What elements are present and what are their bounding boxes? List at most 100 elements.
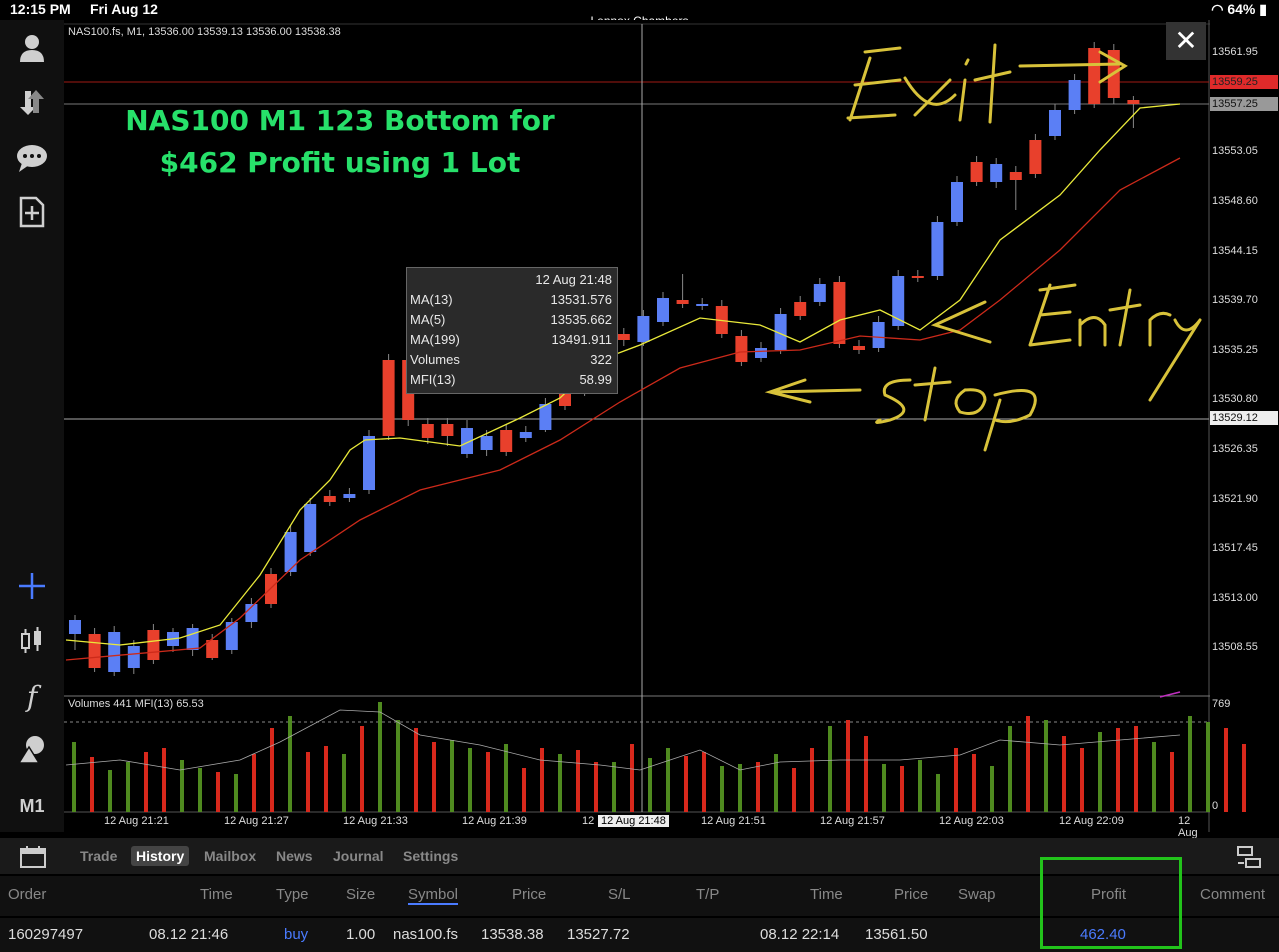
table-row[interactable]: 160297497 08.12 21:46 buy 1.00 nas100.fs… — [0, 918, 1279, 952]
volume-bar — [486, 752, 490, 812]
objects-icon[interactable] — [12, 730, 52, 770]
cell-profit: 462.40 — [1080, 926, 1126, 943]
tab-journal[interactable]: Journal — [333, 848, 384, 864]
tooltip-row: MA(199) 13491.911 — [410, 332, 614, 352]
candles-icon[interactable] — [12, 620, 52, 660]
ma-slow-line — [65, 157, 1181, 661]
mfi-marker — [1159, 691, 1181, 698]
column-size[interactable]: Size — [346, 886, 376, 903]
candle — [676, 300, 689, 304]
volume-bar — [450, 740, 454, 812]
volume-bar — [702, 752, 706, 812]
candle — [441, 424, 454, 436]
volume-bar — [594, 762, 598, 812]
layout-icon[interactable] — [1236, 846, 1262, 868]
function-icon[interactable]: f — [26, 679, 38, 713]
tooltip-row: MFI(13) 58.99 — [410, 372, 614, 392]
price-label: 13513.00 — [1212, 592, 1258, 604]
column-tp[interactable]: T/P — [696, 886, 720, 903]
column-swap[interactable]: Swap — [958, 886, 996, 903]
volume-bar — [180, 760, 184, 812]
volume-bar — [612, 762, 616, 812]
annotation-exit — [846, 43, 1128, 124]
column-close-time[interactable]: Time — [810, 886, 843, 903]
mfi-line — [65, 709, 1181, 771]
cell-close-price: 13561.50 — [865, 926, 928, 943]
volume-bar — [1188, 716, 1192, 812]
volume-bar — [90, 757, 94, 812]
candle — [343, 494, 356, 498]
price-label: 13508.55 — [1212, 641, 1258, 653]
column-profit[interactable]: Profit — [1091, 886, 1127, 903]
candle — [147, 630, 160, 660]
candle — [755, 348, 767, 358]
tab-mailbox[interactable]: Mailbox — [204, 848, 257, 864]
history-table-header: Order Time Type Size Symbol Price S/L T/… — [0, 876, 1279, 916]
volume-bar — [684, 756, 688, 812]
volume-header: Volumes 441 MFI(13) 65.53 — [68, 698, 204, 710]
volume-bar — [954, 748, 958, 812]
volume-bar — [1044, 720, 1048, 812]
column-symbol[interactable]: Symbol — [408, 886, 459, 905]
overlay-title-line1: NAS100 M1 123 Bottom for — [125, 104, 555, 137]
volume-bar — [108, 770, 112, 812]
close-button[interactable]: ✕ — [1166, 22, 1206, 60]
price-label: 13521.90 — [1212, 493, 1258, 505]
account-icon[interactable] — [12, 28, 52, 68]
column-time[interactable]: Time — [200, 886, 233, 903]
profit-highlight-box — [1040, 857, 1182, 949]
column-close-price[interactable]: Price — [894, 886, 929, 903]
tab-trade[interactable]: Trade — [80, 848, 118, 864]
candle — [421, 424, 434, 438]
column-comment[interactable]: Comment — [1200, 886, 1266, 903]
tooltip-value: 13531.576 — [550, 292, 612, 307]
candle — [794, 302, 807, 316]
volume-bar — [864, 736, 868, 812]
timeframe-button[interactable]: M1 — [19, 795, 45, 816]
candle — [225, 622, 238, 650]
volume-bar — [1008, 726, 1012, 812]
crosshair-icon[interactable] — [12, 566, 52, 606]
tab-news[interactable]: News — [276, 848, 313, 864]
candle — [813, 284, 826, 302]
time-label: 12 — [582, 815, 595, 827]
column-type[interactable]: Type — [276, 886, 309, 903]
annotation-stop — [764, 366, 1037, 452]
status-date: Fri Aug 12 — [90, 1, 158, 17]
calendar-icon[interactable] — [20, 846, 46, 868]
candle — [245, 604, 258, 622]
annotation-entry — [930, 283, 1202, 402]
candle — [500, 430, 513, 452]
volume-scale-bottom: 0 — [1212, 800, 1219, 812]
candle — [833, 282, 846, 344]
candle — [284, 532, 297, 572]
column-sl[interactable]: S/L — [608, 886, 631, 903]
candle — [657, 298, 669, 322]
price-label: 13553.05 — [1212, 145, 1258, 157]
volume-bar — [936, 774, 940, 812]
volume-bar — [288, 716, 292, 812]
candle — [323, 496, 336, 502]
wifi-icon: ◠ — [1211, 1, 1224, 17]
time-axis: 12 Aug 21:21 12 Aug 21:27 12 Aug 21:33 1… — [64, 812, 1210, 851]
bottom-tab-bar: Trade History Mailbox News Journal Setti… — [0, 838, 1279, 874]
candle — [1127, 100, 1140, 104]
price-label: 13548.60 — [1212, 195, 1258, 207]
chart-area[interactable] — [64, 20, 1279, 832]
column-price[interactable]: Price — [512, 886, 547, 903]
tab-history[interactable]: History — [131, 846, 190, 866]
volume-bar — [828, 726, 832, 812]
volume-bar — [1206, 722, 1210, 812]
battery-icon: ▮ — [1259, 1, 1267, 17]
volume-bar — [342, 754, 346, 812]
volume-bar — [270, 728, 274, 812]
column-order[interactable]: Order — [8, 886, 47, 903]
tab-settings[interactable]: Settings — [403, 848, 459, 864]
new-document-icon[interactable] — [12, 192, 52, 232]
chat-icon[interactable] — [12, 138, 52, 178]
volume-bar — [720, 766, 724, 812]
price-label: 13561.95 — [1212, 46, 1258, 58]
candle — [480, 436, 493, 450]
candle — [1009, 172, 1022, 180]
order-icon[interactable] — [12, 82, 52, 122]
